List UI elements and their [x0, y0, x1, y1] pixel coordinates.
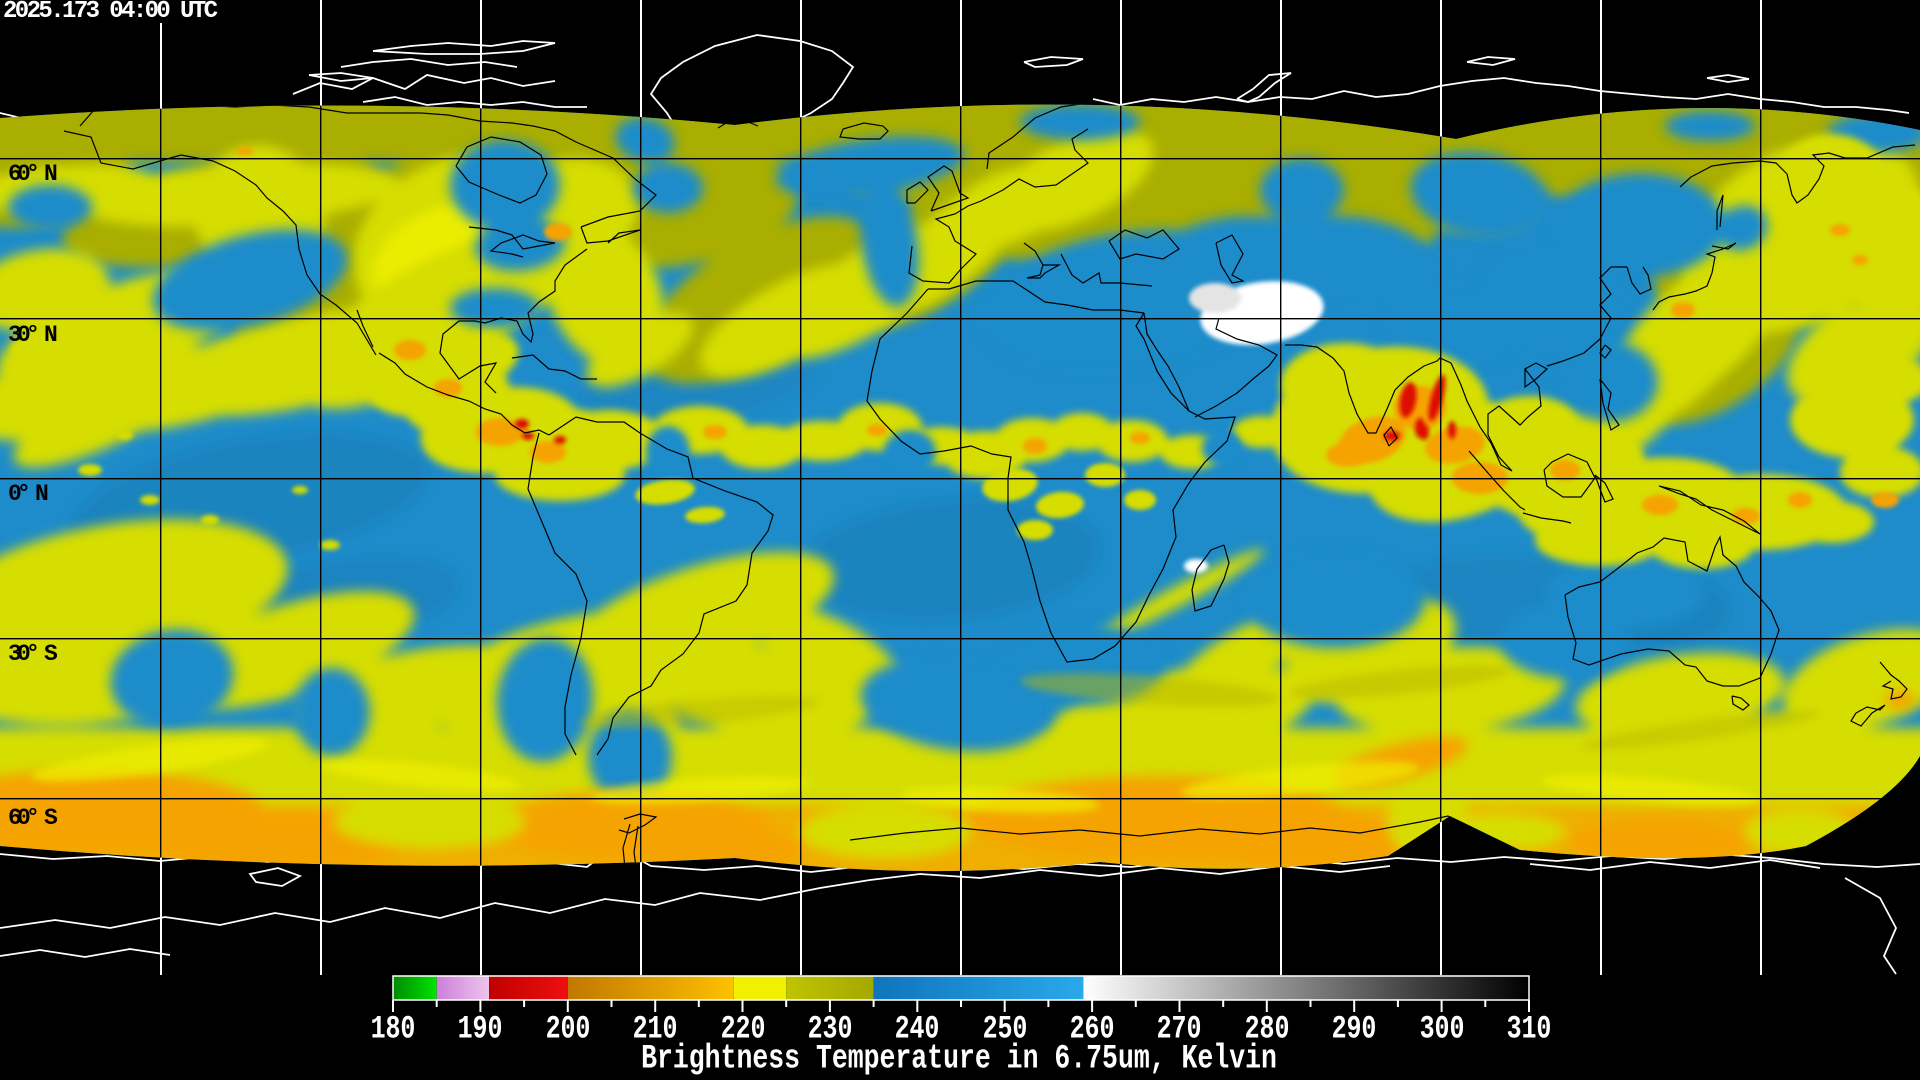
svg-text:290: 290 — [1332, 1011, 1377, 1048]
svg-text:300: 300 — [1420, 1011, 1465, 1048]
svg-text:230: 230 — [808, 1011, 853, 1048]
svg-text:280: 280 — [1245, 1011, 1290, 1048]
svg-text:Brightness Temperature in 6.75: Brightness Temperature in 6.75um, Kelvin — [641, 1039, 1277, 1078]
svg-text:0° N: 0° N — [8, 481, 48, 507]
svg-text:190: 190 — [458, 1011, 503, 1048]
svg-text:30° N: 30° N — [8, 322, 57, 348]
svg-text:250: 250 — [983, 1011, 1028, 1048]
svg-text:60° S: 60° S — [8, 805, 58, 831]
svg-text:240: 240 — [895, 1011, 940, 1048]
svg-text:60° N: 60° N — [8, 161, 57, 187]
svg-text:30° S: 30° S — [8, 641, 58, 667]
svg-text:180: 180 — [371, 1011, 416, 1048]
svg-text:310: 310 — [1507, 1011, 1552, 1048]
svg-text:270: 270 — [1157, 1011, 1202, 1048]
svg-text:220: 220 — [721, 1011, 766, 1048]
svg-text:200: 200 — [546, 1011, 591, 1048]
svg-text:2025.173 04:00 UTC: 2025.173 04:00 UTC — [3, 0, 218, 25]
svg-text:210: 210 — [633, 1011, 678, 1048]
svg-text:260: 260 — [1070, 1011, 1115, 1048]
